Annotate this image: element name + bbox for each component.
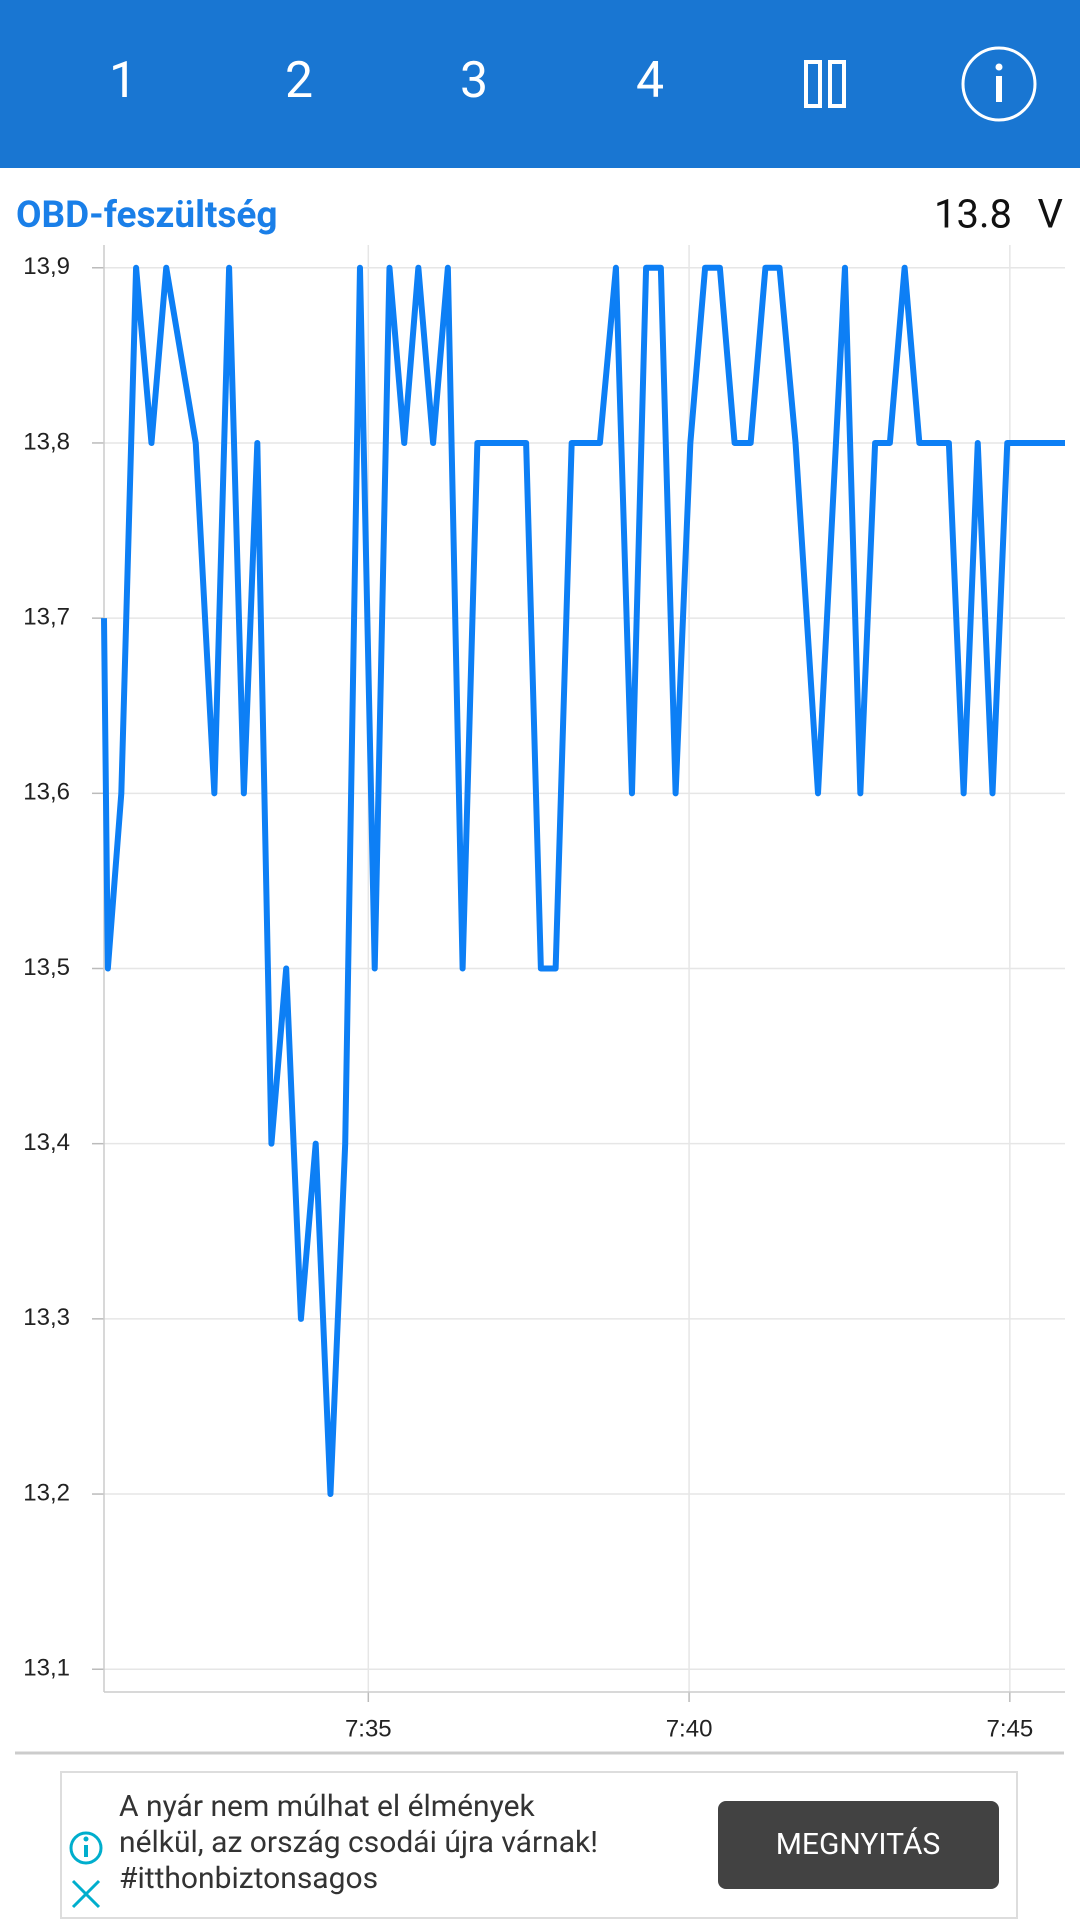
ad-text: #itthonbiztonsagos bbox=[119, 1861, 378, 1896]
y-tick-label: 13,8 bbox=[23, 428, 70, 455]
ad-info-stem bbox=[84, 1845, 88, 1857]
ad-text: A nyár nem múlhat el élmények bbox=[119, 1789, 535, 1824]
ad-button[interactable] bbox=[718, 1801, 999, 1889]
ad-text: nélkül, az ország csodái újra várnak! bbox=[119, 1825, 598, 1860]
y-tick-label: 13,6 bbox=[23, 779, 70, 806]
ad-info-dot bbox=[83, 1836, 89, 1842]
x-tick-label: 7:45 bbox=[986, 1715, 1033, 1742]
info-circle bbox=[961, 46, 1037, 122]
info-dot bbox=[995, 63, 1003, 71]
y-tick-label: 13,9 bbox=[23, 253, 70, 280]
info-stem bbox=[996, 76, 1002, 102]
tab[interactable]: 3 bbox=[460, 52, 488, 110]
unit: V bbox=[1038, 191, 1063, 238]
ad-button-label: MEGNYITÁS bbox=[776, 1827, 941, 1862]
pause-button[interactable] bbox=[804, 60, 846, 108]
info-button[interactable] bbox=[961, 46, 1037, 122]
ad-info-icon[interactable] bbox=[69, 1831, 103, 1865]
reading: 13.8 bbox=[934, 191, 1012, 238]
voltage-line bbox=[101, 264, 1065, 1498]
y-tick-label: 13,1 bbox=[23, 1655, 70, 1682]
ad-close[interactable] bbox=[71, 1879, 101, 1909]
panel-title: OBD-feszültség bbox=[16, 194, 278, 237]
tab[interactable]: 2 bbox=[285, 52, 313, 110]
y-tick-label: 13,4 bbox=[23, 1129, 70, 1156]
toolbar bbox=[0, 0, 1080, 168]
pause-bar bbox=[828, 60, 846, 108]
y-tick-label: 13,3 bbox=[23, 1304, 70, 1331]
y-tick-label: 13,5 bbox=[23, 954, 70, 981]
x-tick-label: 7:35 bbox=[345, 1715, 392, 1742]
y-tick-label: 13,7 bbox=[23, 603, 70, 630]
pause-bar bbox=[804, 60, 822, 108]
tab[interactable]: 4 bbox=[636, 52, 664, 110]
y-tick-label: 13,2 bbox=[23, 1479, 70, 1506]
x-tick-label: 7:40 bbox=[666, 1715, 713, 1742]
tab[interactable]: 1 bbox=[109, 52, 137, 110]
